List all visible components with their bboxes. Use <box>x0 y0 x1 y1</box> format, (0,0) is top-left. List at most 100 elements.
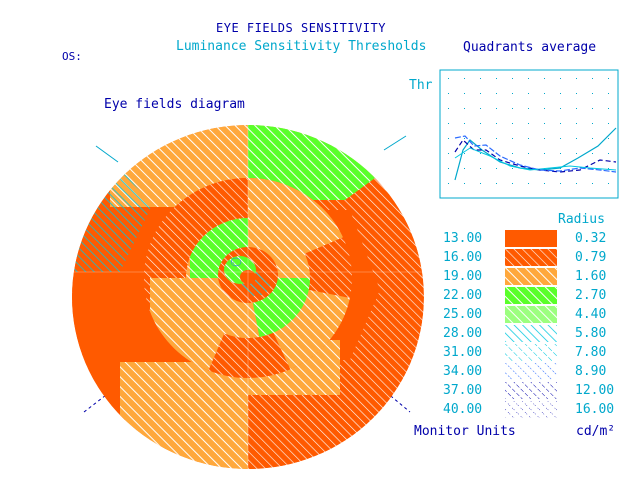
grid-dot <box>480 93 481 94</box>
plot-frame <box>439 69 619 199</box>
legend-value: 25.00 <box>443 307 483 322</box>
grid-dot <box>576 123 577 124</box>
grid-dot <box>560 93 561 94</box>
eye-center <box>218 247 278 303</box>
grid-dot <box>464 153 465 154</box>
series-line-3 <box>454 135 617 173</box>
grid-dot <box>528 108 529 109</box>
legend-radius-header: Radius <box>558 212 605 227</box>
legend-units-left: Monitor Units <box>414 424 516 439</box>
grid-dot <box>544 153 545 154</box>
grid-dot <box>464 183 465 184</box>
grid-dot <box>496 168 497 169</box>
legend-radius: 0.32 <box>575 231 607 246</box>
legend-value: 28.00 <box>443 326 483 341</box>
grid-dot <box>608 168 609 169</box>
grid-dot <box>464 93 465 94</box>
legend-row: 22.00 2.70 <box>443 287 623 306</box>
grid-dot <box>608 93 609 94</box>
legend-radius: 12.00 <box>575 383 615 398</box>
grid-dot <box>512 108 513 109</box>
grid-dot <box>576 153 577 154</box>
diagram-title: Eye fields diagram <box>104 97 245 112</box>
quadrants-title: Quadrants average <box>463 40 597 55</box>
grid-dot <box>560 108 561 109</box>
legend-value: 34.00 <box>443 364 483 379</box>
legend-swatch <box>505 230 557 247</box>
grid-dot <box>592 183 593 184</box>
grid-dot <box>480 138 481 139</box>
grid-dot <box>480 123 481 124</box>
grid-dot <box>544 108 545 109</box>
grid-dot <box>592 108 593 109</box>
legend-row: 13.00 0.32 <box>443 230 623 249</box>
grid-dot <box>496 78 497 79</box>
grid-dot <box>576 138 577 139</box>
grid-dot <box>496 183 497 184</box>
grid-dot <box>480 168 481 169</box>
grid-dot <box>608 138 609 139</box>
legend-radius: 8.90 <box>575 364 607 379</box>
legend-radius: 2.70 <box>575 288 607 303</box>
legend-swatch <box>505 268 557 285</box>
grid-dot <box>512 183 513 184</box>
legend-row: 40.00 16.00 <box>443 401 623 420</box>
legend-radius: 16.00 <box>575 402 615 417</box>
grid-dot <box>560 153 561 154</box>
grid-dot <box>496 123 497 124</box>
grid-dot <box>560 168 561 169</box>
grid-dot <box>576 108 577 109</box>
grid-dot <box>512 153 513 154</box>
grid-dot <box>592 123 593 124</box>
grid-dot <box>480 78 481 79</box>
legend-radius: 4.40 <box>575 307 607 322</box>
legend-value: 31.00 <box>443 345 483 360</box>
grid-dot <box>528 123 529 124</box>
grid-dot <box>528 93 529 94</box>
legend-value: 19.00 <box>443 269 483 284</box>
grid-dot <box>512 168 513 169</box>
grid-dot <box>544 78 545 79</box>
grid-dot <box>544 123 545 124</box>
grid-dot <box>528 153 529 154</box>
plot-grid <box>448 78 609 184</box>
grid-dot <box>464 78 465 79</box>
grid-dot <box>544 138 545 139</box>
quadrants-plot <box>439 69 619 199</box>
grid-dot <box>576 183 577 184</box>
legend-row: 25.00 4.40 <box>443 306 623 325</box>
grid-dot <box>544 93 545 94</box>
legend-row: 37.00 12.00 <box>443 382 623 401</box>
series-line-2 <box>454 139 617 173</box>
grid-dot <box>560 138 561 139</box>
grid-dot <box>608 153 609 154</box>
legend-swatch <box>505 287 557 304</box>
grid-dot <box>496 138 497 139</box>
grid-dot <box>496 108 497 109</box>
grid-dot <box>528 183 529 184</box>
legend-value: 16.00 <box>443 250 483 265</box>
grid-dot <box>448 108 449 109</box>
legend-swatch <box>505 401 557 418</box>
grid-dot <box>448 183 449 184</box>
grid-dot <box>608 78 609 79</box>
grid-dot <box>512 93 513 94</box>
legend-value: 13.00 <box>443 231 483 246</box>
series-line-1 <box>454 127 617 181</box>
grid-dot <box>560 78 561 79</box>
legend-radius: 1.60 <box>575 269 607 284</box>
field-lower-right <box>248 395 424 469</box>
legend-value: 40.00 <box>443 402 483 417</box>
legend-swatch <box>505 344 557 361</box>
legend-swatch <box>505 363 557 380</box>
corner-tick <box>383 135 407 151</box>
grid-dot <box>464 168 465 169</box>
grid-dot <box>512 123 513 124</box>
app-title: EYE FIELDS SENSITIVITY <box>216 21 386 35</box>
legend-swatch <box>505 325 557 342</box>
grid-dot <box>576 78 577 79</box>
grid-dot <box>464 108 465 109</box>
grid-dot <box>448 123 449 124</box>
legend-swatch <box>505 382 557 399</box>
